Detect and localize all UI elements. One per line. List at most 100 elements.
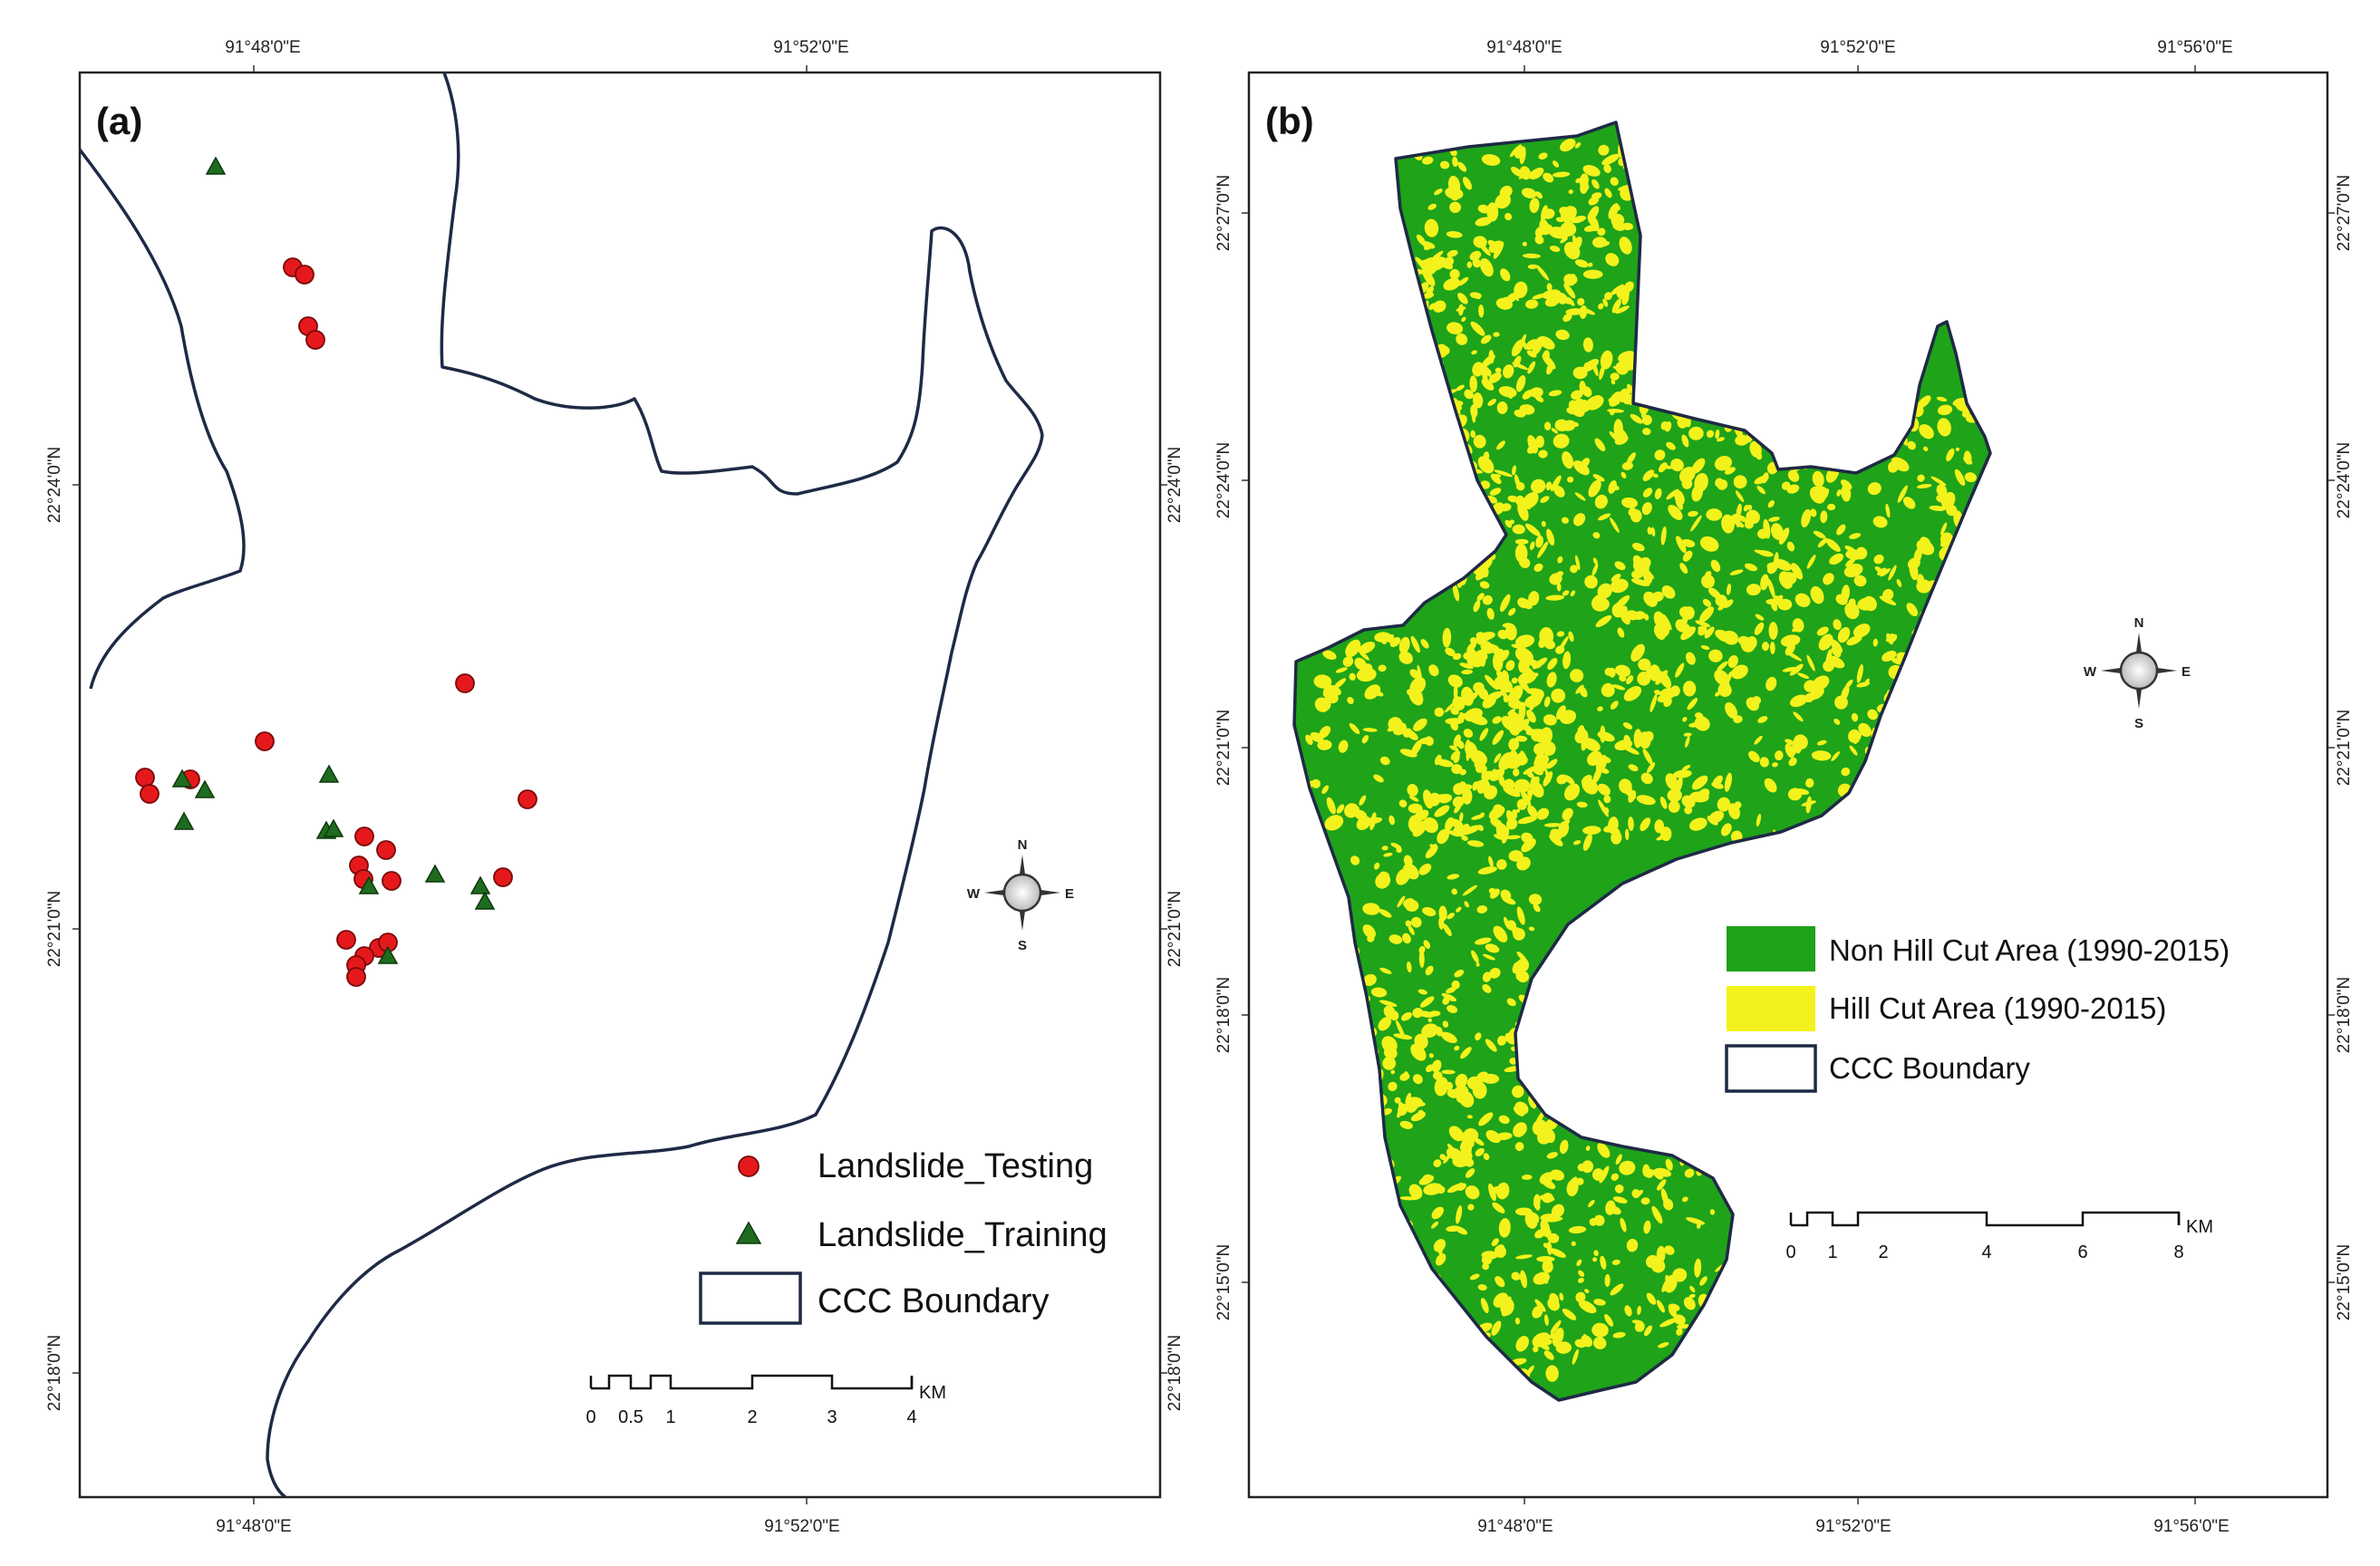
hill-cut-patch [1801,800,1817,807]
hill-cut-patch [1379,871,1390,879]
hill-cut-patch [1342,656,1354,667]
hill-cut-patch [1597,706,1603,711]
hill-cut-patch [1658,1342,1669,1348]
hill-cut-patch [1498,1218,1511,1238]
panel-a-left-lat-3: 22°18'0"N [45,1335,64,1412]
hill-cut-patch [1626,788,1631,798]
hill-cut-patch [1571,390,1583,400]
hill-cut-patch [1534,1299,1546,1312]
hill-cut-patch [1399,1072,1410,1081]
hill-cut-patch [1963,456,1973,465]
hill-cut-patch [1525,1212,1540,1225]
hill-cut-patch [1477,456,1495,474]
hill-cut-patch [1443,277,1460,291]
hill-cut-patch [1856,664,1863,683]
hill-cut-patch [1665,773,1679,790]
hill-cut-patch [1516,798,1527,810]
hill-cut-patch [1493,925,1508,942]
hill-cut-patch [1633,611,1646,620]
hill-cut-patch [1624,828,1630,841]
hill-cut-patch [1578,1270,1585,1277]
hill-cut-patch [1461,316,1466,323]
panel-a-right-lat-1: 22°24'0"N [1166,447,1185,524]
hill-cut-patch [1725,671,1733,685]
landslide-training-point [323,818,344,837]
hill-cut-patch [1580,307,1595,315]
hill-cut-patch [1319,726,1331,739]
hill-cut-patch [1459,662,1474,670]
hill-cut-patch [1317,740,1332,750]
hill-cut-patch [1599,363,1605,381]
hill-cut-patch [1505,817,1518,830]
hill-cut-patch [1593,1214,1605,1226]
hill-cut-patch [1349,722,1360,735]
hill-cut-patch [1511,339,1524,357]
hill-cut-patch [1817,537,1828,548]
hill-cut-patch [1688,1293,1696,1299]
hill-cut-patch [1773,594,1784,605]
hill-cut-patch [1863,678,1870,687]
hill-cut-patch [1345,639,1361,658]
hill-cut-patch [1848,598,1856,606]
hill-cut-patch [1517,816,1538,825]
hill-cut-patch [1440,1031,1457,1044]
hill-cut-patch [1470,321,1485,336]
hill-cut-patch [1469,250,1482,261]
hill-cut-patch [1462,788,1473,805]
hill-cut-patch [1946,448,1955,461]
hill-cut-patch [1393,1033,1413,1040]
hill-cut-patch [1546,1152,1558,1159]
hill-cut-patch [1570,590,1576,597]
hill-cut-patch [1538,335,1555,350]
hill-cut-patch [1462,177,1473,190]
hill-cut-patch [1489,768,1505,781]
hill-cut-patch [1582,1160,1594,1174]
hill-cut-patch [1656,1300,1665,1313]
hill-cut-patch [1538,152,1548,160]
hill-cut-patch [1592,223,1600,232]
hill-cut-patch [1532,1305,1543,1319]
hill-cut-patch [1919,424,1934,440]
hill-cut-patch [1446,1088,1460,1098]
hill-cut-patch [1475,763,1486,773]
hill-cut-patch [1457,304,1465,316]
hill-cut-patch [1594,494,1608,509]
hill-cut-patch [1415,256,1429,272]
hill-cut-patch [1514,1142,1524,1152]
landslide-testing-point [382,871,402,891]
hill-cut-patch [1731,664,1748,680]
hill-cut-patch [1543,172,1554,183]
hill-cut-patch [1423,817,1438,834]
hill-cut-patch [1778,527,1790,545]
hill-cut-patch [1399,1120,1413,1129]
hill-cut-patch [1496,1035,1507,1046]
hill-cut-patch [1597,1143,1611,1158]
hill-cut-patch [1512,1085,1524,1098]
hill-cut-patch [1582,337,1593,353]
panel-b-label: (b) [1265,100,1314,142]
hill-cut-patch [1604,292,1612,301]
hill-cut-patch [1481,566,1489,578]
hill-cut-patch [1469,292,1482,299]
hill-cut-patch [1688,721,1702,728]
hill-cut-patch [1604,1273,1611,1288]
hill-cut-patch [1539,218,1549,233]
hill-cut-patch [1471,950,1479,963]
hill-cut-patch [1574,141,1582,149]
hill-cut-patch [1688,510,1698,517]
hill-cut-patch [1562,313,1572,323]
hill-cut-patch [1405,1092,1412,1106]
hill-cut-patch [1489,488,1502,496]
hill-cut-patch [1650,527,1656,537]
hill-cut-patch [1548,390,1562,397]
hill-cut-patch [1694,1258,1702,1278]
hill-cut-patch [1749,440,1762,459]
hill-cut-patch [1604,188,1612,198]
hill-cut-patch [1412,1008,1424,1019]
hill-cut-patch [1518,556,1531,568]
hill-cut-patch [1485,1130,1501,1144]
hill-cut-patch [1535,535,1543,548]
compass-ring-icon [2119,651,2159,691]
hill-cut-patch [1481,154,1501,166]
hill-cut-patch [1571,216,1586,224]
